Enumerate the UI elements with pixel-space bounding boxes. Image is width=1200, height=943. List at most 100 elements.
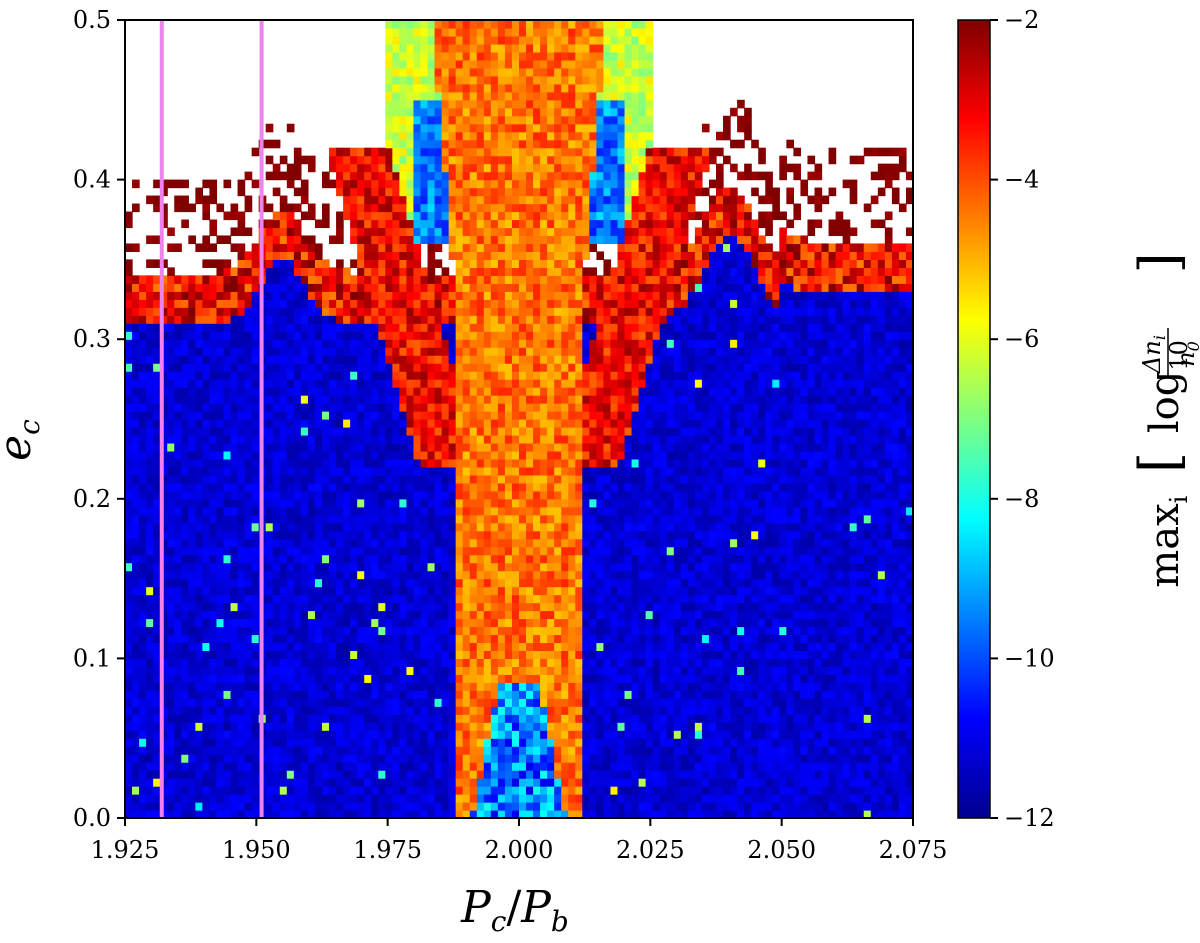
heatmap-cell	[497, 730, 506, 739]
heatmap-cell	[293, 147, 302, 157]
heatmap-cell	[364, 259, 372, 268]
heatmap-cell	[146, 610, 154, 620]
heatmap-cell	[307, 786, 316, 795]
heatmap-cell	[174, 179, 182, 189]
heatmap-cell	[125, 802, 133, 811]
heatmap-cell	[329, 546, 337, 556]
heatmap-cell	[462, 187, 471, 197]
heatmap-cell	[371, 426, 379, 436]
heatmap-cell	[364, 762, 372, 771]
heatmap-cell	[139, 802, 147, 811]
heatmap-cell	[504, 802, 513, 811]
heatmap-cell	[483, 315, 492, 324]
heatmap-cell	[427, 482, 436, 492]
heatmap-cell	[511, 171, 520, 181]
heatmap-cell	[364, 187, 372, 197]
heatmap-cell	[413, 762, 422, 771]
heatmap-cell	[293, 315, 302, 324]
heatmap-cell	[202, 450, 211, 460]
heatmap-cell	[420, 75, 429, 85]
heatmap-cell	[188, 283, 196, 292]
heatmap-cell	[399, 754, 408, 763]
heatmap-cell	[272, 578, 281, 588]
heatmap-cell	[300, 674, 309, 683]
heatmap-cell	[519, 610, 527, 620]
heatmap-cell	[364, 171, 372, 181]
heatmap-cell	[146, 283, 154, 292]
heatmap-cell	[265, 506, 274, 516]
heatmap-cell	[406, 283, 415, 292]
heatmap-cell	[420, 746, 429, 755]
heatmap-cell	[209, 554, 218, 564]
heatmap-cell	[469, 666, 478, 675]
heatmap-cell	[519, 658, 527, 667]
heatmap-cell	[216, 474, 225, 484]
heatmap-cell	[160, 363, 168, 372]
heatmap-cell	[244, 490, 253, 500]
heatmap-cell	[357, 379, 365, 388]
heatmap-cell	[469, 379, 478, 388]
heatmap-cell	[469, 618, 478, 628]
heatmap-cell	[434, 307, 443, 316]
heatmap-cell	[476, 698, 485, 707]
heatmap-cell	[216, 299, 225, 308]
heatmap-cell	[293, 434, 302, 444]
heatmap-cell	[125, 610, 133, 620]
heatmap-cell	[434, 355, 443, 364]
heatmap-cell	[476, 714, 485, 723]
heatmap-cell	[483, 786, 492, 795]
heatmap-cell	[181, 315, 189, 324]
heatmap-cell	[125, 498, 133, 508]
heatmap-cell	[406, 706, 415, 715]
heatmap-cell	[272, 506, 281, 516]
heatmap-cell	[497, 786, 506, 795]
heatmap-cell	[462, 490, 471, 500]
heatmap-cell	[209, 371, 218, 380]
heatmap-cell	[455, 259, 464, 268]
heatmap-cell	[497, 562, 506, 572]
heatmap-cell	[490, 706, 499, 715]
heatmap-cell	[469, 610, 478, 620]
heatmap-cell	[244, 530, 253, 540]
heatmap-cell	[420, 562, 429, 572]
heatmap-cell	[511, 267, 520, 276]
heatmap-cell	[307, 331, 316, 340]
heatmap-cell	[483, 426, 492, 436]
heatmap-cell	[392, 466, 400, 476]
heatmap-cell	[399, 99, 408, 109]
heatmap-cell	[455, 770, 464, 779]
heatmap-cell	[125, 794, 133, 803]
heatmap-cell	[490, 67, 499, 77]
heatmap-cell	[329, 706, 337, 715]
heatmap-cell	[526, 83, 534, 93]
heatmap-cell	[230, 331, 239, 340]
heatmap-cell	[195, 570, 203, 580]
heatmap-cell	[490, 674, 499, 683]
heatmap-cell	[209, 466, 218, 476]
heatmap-cell	[378, 307, 386, 316]
heatmap-cell	[392, 307, 400, 316]
heatmap-cell	[307, 506, 316, 516]
heatmap-cell	[476, 722, 485, 731]
heatmap-cell	[476, 498, 485, 508]
heatmap-cell	[202, 562, 211, 572]
heatmap-cell	[469, 107, 478, 117]
heatmap-cell	[364, 770, 372, 779]
heatmap-cell	[357, 666, 365, 675]
heatmap-cell	[293, 594, 302, 604]
heatmap-cell	[364, 458, 372, 468]
heatmap-cell	[322, 682, 330, 691]
heatmap-cell	[279, 738, 288, 747]
heatmap-cell	[399, 722, 408, 731]
heatmap-cell	[244, 395, 253, 404]
heatmap-cell	[223, 458, 232, 468]
heatmap-cell	[251, 506, 260, 516]
heatmap-cell	[216, 666, 225, 675]
heatmap-cell	[314, 347, 323, 356]
heatmap-cell	[139, 426, 147, 436]
heatmap-cell	[244, 738, 253, 747]
heatmap-cell	[350, 466, 358, 476]
heatmap-cell	[216, 498, 225, 508]
heatmap-cell	[202, 275, 211, 284]
heatmap-cell	[174, 690, 182, 699]
